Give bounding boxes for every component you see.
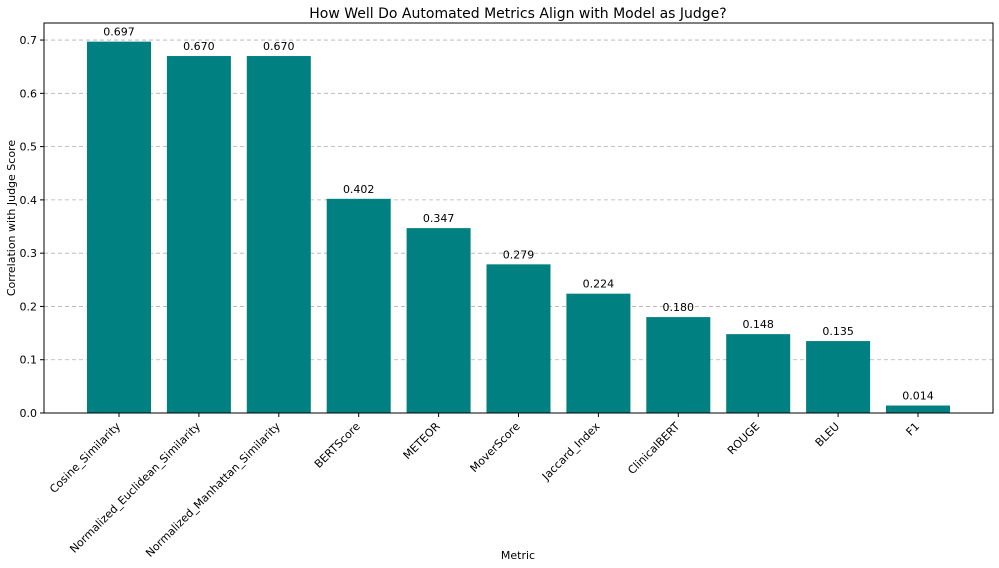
bar [486,264,551,413]
y-tick-label: 0.2 [20,300,38,313]
bar-value-label: 0.402 [343,183,375,196]
value-labels: 0.697 0.670 0.670 0.402 0.347 0.279 0.224 0.180… [103,26,934,403]
x-tick-label: BERTScore [312,420,363,471]
bar-value-label: 0.670 [263,40,295,53]
bar [166,56,231,414]
x-tick-label: F1 [904,420,923,439]
x-tick-labels: Cosine_SimilarityNormalized_Euclidean_Si… [47,413,922,560]
y-axis-label: Correlation with Judge Score [5,140,18,296]
bar [726,334,791,413]
x-tick-label: Normalized_Euclidean_Similarity [67,420,203,556]
y-tick-label: 0.7 [20,34,38,47]
bar [566,293,631,413]
y-tick-label: 0.0 [20,407,38,420]
bar-value-label: 0.148 [742,318,774,331]
bar-value-label: 0.347 [423,212,455,225]
bar-value-label: 0.180 [663,301,695,314]
x-tick-label: Normalized_Manhattan_Similarity [143,420,283,560]
bar [87,41,151,413]
x-tick-label: MoverScore [468,420,523,475]
chart-title: How Well Do Automated Metrics Align with… [309,6,726,22]
x-axis-label: Metric [501,549,535,562]
x-tick-label: BLEU [813,420,842,449]
x-tick-label: Jaccard_Index [539,420,603,484]
x-tick-label: ClinicalBERT [625,420,682,477]
y-tick-labels: 0.0 0.1 0.2 0.3 0.4 0.5 0.6 0.7 [20,34,44,420]
bar-value-label: 0.014 [902,390,934,403]
bar [886,405,950,413]
y-tick-label: 0.6 [20,87,38,100]
bars [87,41,950,414]
bar [326,198,391,413]
bar-value-label: 0.135 [822,325,854,338]
x-tick-label: ROUGE [725,420,762,457]
bar [806,341,871,413]
bar [246,56,311,414]
y-tick-label: 0.4 [20,194,38,207]
y-tick-label: 0.3 [20,247,38,260]
bar-value-label: 0.697 [103,26,135,39]
plot-frame [43,22,994,414]
y-tick-label: 0.5 [20,141,38,154]
y-tick-label: 0.1 [20,354,38,367]
bar [406,228,471,413]
bar-value-label: 0.670 [183,40,215,53]
x-tick-label: Cosine_Similarity [47,420,123,496]
x-tick-label: METEOR [401,420,443,462]
bar [646,317,711,413]
bar-value-label: 0.224 [583,278,615,291]
bar-value-label: 0.279 [503,248,535,261]
